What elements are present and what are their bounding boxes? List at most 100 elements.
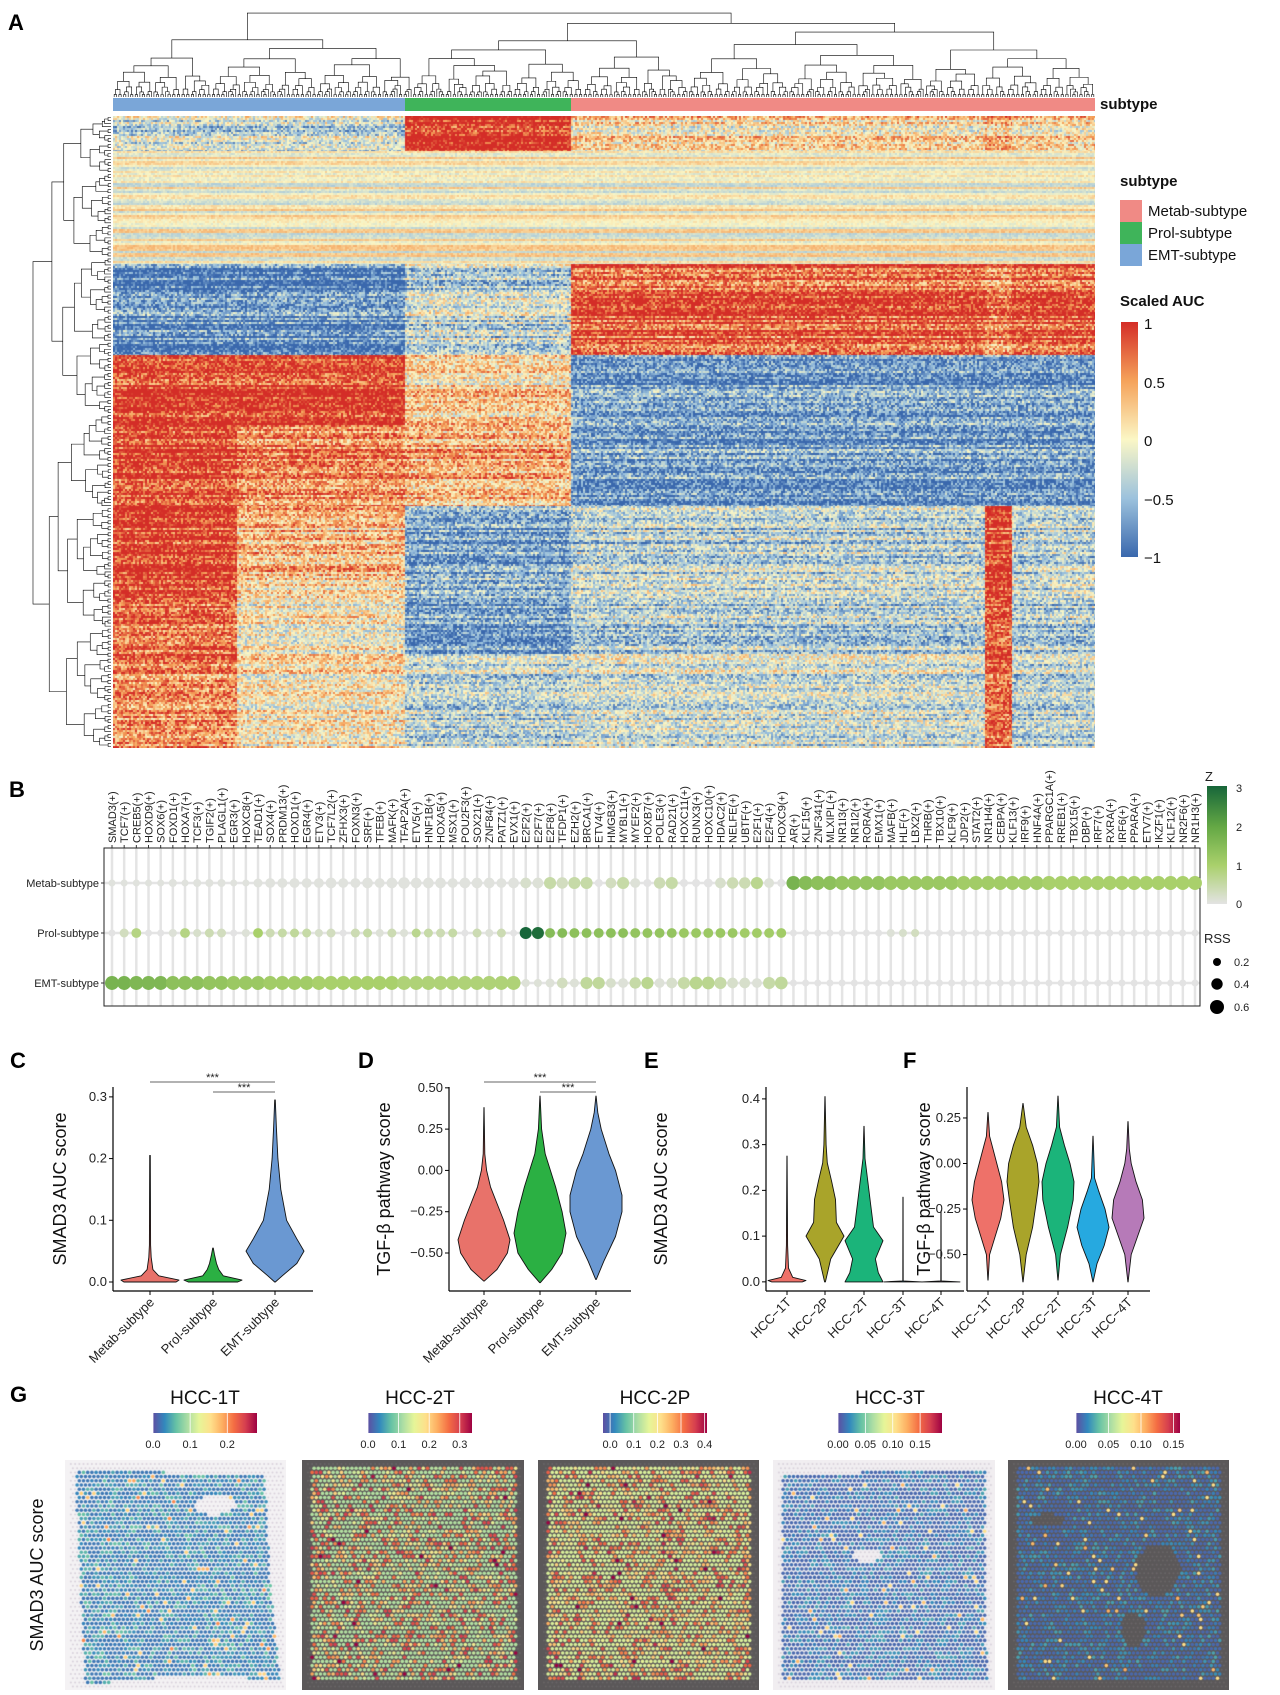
tf-label: HOXC8(+) xyxy=(241,791,253,843)
dot xyxy=(605,978,616,988)
dot xyxy=(1045,929,1053,937)
dot xyxy=(145,929,152,937)
colorbar-tick-label: 0.1 xyxy=(182,1439,197,1451)
tf-label: POU2F3(+) xyxy=(460,786,472,843)
tf-label: RAD21(+) xyxy=(667,794,679,843)
tf-dotplot: SMAD3(+) TCF7(+) CREB5(+) HOXD9(+) SOX6(+) FO… xyxy=(26,770,1202,1007)
dot xyxy=(287,976,302,990)
violin xyxy=(513,1095,567,1284)
violin xyxy=(1076,1135,1110,1283)
dot xyxy=(338,878,349,888)
tf-label: ETV7(+) xyxy=(1141,802,1153,843)
tf-label: CEBPA(+) xyxy=(995,793,1007,843)
z-legend-tick: 1 xyxy=(1236,861,1242,873)
y-axis-title: TGF-β pathway score xyxy=(914,1102,934,1275)
rss-legend-label: 0.4 xyxy=(1234,979,1249,991)
colorbar-tick-label: 0.2 xyxy=(422,1439,437,1451)
y-tick-label: −0.25 xyxy=(410,1204,443,1219)
y-tick-label: 0.2 xyxy=(742,1182,760,1197)
dot xyxy=(691,928,702,938)
dot xyxy=(679,878,688,888)
dot xyxy=(1151,876,1166,890)
dot xyxy=(289,878,300,888)
dot xyxy=(826,929,834,937)
dot xyxy=(482,976,497,990)
dot xyxy=(506,976,521,990)
dot xyxy=(1045,979,1053,987)
tf-label: MYBL1(+) xyxy=(618,793,630,843)
colorbar-tick-label: 0.15 xyxy=(1163,1439,1184,1451)
violin xyxy=(183,1247,243,1283)
dot xyxy=(447,878,458,888)
dot xyxy=(545,978,555,988)
dot xyxy=(157,929,165,937)
dot xyxy=(251,976,265,990)
dot xyxy=(375,928,384,938)
tf-label: ZNF341(+) xyxy=(813,790,825,844)
dot xyxy=(545,928,555,938)
dot xyxy=(423,877,434,889)
y-tick-label: −0.25 xyxy=(928,1201,961,1216)
dot xyxy=(1033,979,1041,987)
dot xyxy=(436,928,446,938)
slide-colorbar xyxy=(153,1413,257,1433)
tf-label: PPARGC1A(+) xyxy=(1044,770,1056,843)
dot xyxy=(850,929,858,937)
dot xyxy=(972,979,980,987)
colorbar-tick: 1 xyxy=(1144,316,1152,333)
scaled-auc-colorbar: Scaled AUC 1 0.5 0 −0.5 −1 xyxy=(1120,293,1205,567)
tf-label: EVX1(+) xyxy=(509,801,521,843)
tf-label: HOXD9(+) xyxy=(144,791,156,843)
dot xyxy=(715,877,726,889)
dot xyxy=(311,976,326,990)
dot xyxy=(386,877,398,889)
z-legend: Z 3 2 1 0 xyxy=(1205,769,1242,911)
x-tick-label: HCC−2T xyxy=(824,1294,871,1341)
dot xyxy=(190,976,205,990)
violin xyxy=(883,1196,923,1283)
colorbar-tick-label: 0.2 xyxy=(650,1439,665,1451)
dot xyxy=(230,879,238,887)
dot xyxy=(314,928,323,938)
dot xyxy=(217,928,227,938)
dot xyxy=(230,929,238,937)
tissue-image-hcc-4t xyxy=(1008,1460,1229,1690)
dot xyxy=(822,876,837,890)
dot xyxy=(1078,876,1093,890)
dot xyxy=(630,928,641,938)
dot xyxy=(168,878,177,888)
tf-label: RREB1(+) xyxy=(1056,793,1068,843)
dot xyxy=(810,876,825,890)
violin xyxy=(921,1210,961,1283)
tf-label: TBX15(+) xyxy=(1068,796,1080,843)
tf-label: HOXB7(+) xyxy=(642,792,654,843)
dot xyxy=(141,976,156,990)
dot xyxy=(899,979,907,987)
tf-label: E2F4(+) xyxy=(764,803,776,843)
tf-label: HMGB3(+) xyxy=(606,790,618,843)
dot xyxy=(521,978,530,988)
tf-label: HLF(+) xyxy=(898,808,910,843)
tf-label: FOXD1(+) xyxy=(168,793,180,843)
dot xyxy=(205,878,214,888)
dot xyxy=(1094,929,1102,937)
tf-label: NR1I3(+) xyxy=(837,798,849,843)
tf-label: TFAP2A(+) xyxy=(399,788,411,843)
dot xyxy=(324,976,339,990)
tf-label: E2F2(+) xyxy=(521,803,533,843)
dot xyxy=(618,928,629,938)
rss-legend-title: RSS xyxy=(1204,931,1231,946)
dot xyxy=(1057,979,1065,987)
dot xyxy=(883,876,898,890)
tf-label: KLF12(+) xyxy=(1166,797,1178,843)
tf-label: KLF13(+) xyxy=(1007,797,1019,843)
dot xyxy=(1054,876,1069,890)
colorbar-tick-label: 0.4 xyxy=(697,1439,712,1451)
tf-label: SOX21(+) xyxy=(472,794,484,843)
dot xyxy=(1115,876,1129,890)
dot xyxy=(1042,876,1056,890)
panel-label-b: B xyxy=(9,777,25,802)
dot xyxy=(862,979,870,987)
dot xyxy=(302,928,312,938)
tf-label: MSX1(+) xyxy=(448,799,460,843)
